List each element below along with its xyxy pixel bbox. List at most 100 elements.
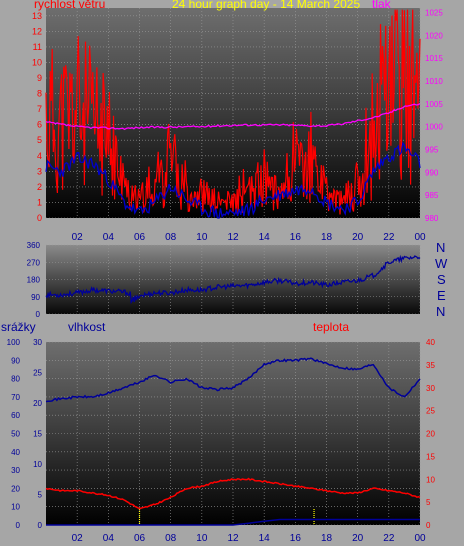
rain-y-tick-label: 10 — [11, 503, 20, 512]
wind-y-tick-label: 3 — [37, 166, 42, 176]
pressure-y-tick-label: 1000 — [425, 123, 443, 132]
wind-y-tick-label: 12 — [32, 26, 42, 36]
temperature-line — [45, 477, 421, 510]
humidity-y-tick-label: 15 — [33, 430, 42, 439]
x-tick-label: 22 — [383, 232, 395, 243]
pressure-y-tick-label: 980 — [425, 214, 439, 223]
pressure-y-tick-label: 1020 — [425, 31, 443, 40]
humidity-y-tick-label: 30 — [33, 338, 42, 347]
direction-y-tick-label: 270 — [27, 258, 41, 267]
wind-y-tick-label: 8 — [37, 89, 42, 99]
temperature-y-tick-label: 5 — [426, 498, 431, 507]
x-tick-label: 20 — [352, 232, 364, 243]
direction-y-tick-label: 90 — [31, 293, 40, 302]
x-tick-label: 04 — [103, 232, 115, 243]
direction-axes: 0 90 180 270 360 — [27, 241, 41, 319]
temperature-y-tick-label: 40 — [426, 338, 435, 347]
x-tick-label: 16 — [290, 232, 302, 243]
humidity-label: vlhkost — [68, 320, 106, 334]
x-tick-label: 04 — [103, 533, 115, 544]
x-tick-label: 12 — [227, 533, 239, 544]
direction-label-n-top: N — [436, 240, 446, 255]
temperature-y-tick-label: 10 — [426, 475, 435, 484]
rain-y-tick-label: 60 — [11, 411, 20, 420]
wind-y-tick-label: 2 — [37, 182, 42, 192]
wind-speed-label: rychlost větru — [34, 0, 106, 11]
rain-label: srážky — [1, 320, 36, 334]
temperature-y-tick-label: 20 — [426, 430, 435, 439]
graph-title: 24 hour graph day - 14 March 2025 — [172, 0, 361, 11]
direction-label-s: S — [437, 272, 446, 287]
x-tick-label: 18 — [321, 232, 333, 243]
x-tick-label: 00 — [414, 232, 426, 243]
wind-y-tick-label: 4 — [37, 151, 42, 161]
direction-grid — [46, 244, 421, 315]
rain-y-tick-label: 80 — [11, 375, 20, 384]
wind-pressure-series — [45, 9, 421, 219]
x-tick-label: 18 — [321, 533, 333, 544]
wind-pressure-axes: 0123456789101112139809859909951000100510… — [32, 9, 443, 243]
temperature-label: teplota — [313, 320, 350, 334]
x-tick-label: 10 — [196, 232, 208, 243]
humidity-y-tick-label: 5 — [38, 491, 43, 500]
wind-y-tick-label: 0 — [37, 213, 42, 223]
temperature-y-tick-label: 25 — [426, 407, 435, 416]
pressure-y-tick-label: 985 — [425, 191, 439, 200]
direction-y-tick-label: 360 — [27, 241, 41, 250]
temperature-y-tick-label: 35 — [426, 361, 435, 370]
pressure-line — [45, 102, 421, 131]
humidity-y-tick-label: 0 — [38, 521, 43, 530]
humidity-temp-axes: 0102030405060708090100051015202530051015… — [7, 338, 436, 544]
wind-y-tick-label: 1 — [37, 197, 42, 207]
humidity-y-tick-label: 20 — [33, 399, 42, 408]
rain-y-tick-label: 100 — [7, 338, 21, 347]
direction-label-e: E — [437, 288, 446, 303]
pressure-label: tlak — [372, 0, 391, 11]
direction-y-tick-label: 180 — [27, 276, 41, 285]
wind-direction-line — [45, 254, 421, 305]
humidity-y-tick-label: 10 — [33, 460, 42, 469]
x-tick-label: 10 — [196, 533, 208, 544]
wind-pressure-panel: 0123456789101112139809859909951000100510… — [32, 8, 443, 243]
wind-y-tick-label: 11 — [33, 42, 42, 52]
direction-label-w: W — [435, 256, 448, 271]
direction-panel: 0 90 180 270 360 — [27, 241, 421, 319]
wind-average-line — [45, 141, 421, 219]
rain-y-tick-label: 0 — [16, 521, 21, 530]
temperature-y-tick-label: 15 — [426, 452, 435, 461]
x-tick-label: 00 — [414, 533, 426, 544]
humidity-y-tick-label: 25 — [33, 369, 42, 378]
x-tick-label: 08 — [165, 533, 177, 544]
rain-y-tick-label: 30 — [11, 466, 20, 475]
x-tick-label: 12 — [227, 232, 239, 243]
pressure-y-tick-label: 1005 — [425, 100, 443, 109]
x-tick-label: 16 — [290, 533, 302, 544]
x-tick-label: 06 — [134, 533, 146, 544]
x-tick-label: 22 — [383, 533, 395, 544]
pressure-y-tick-label: 1025 — [425, 9, 443, 18]
wind-y-tick-label: 10 — [32, 57, 42, 67]
pressure-y-tick-label: 1010 — [425, 77, 443, 86]
rain-y-tick-label: 70 — [11, 393, 20, 402]
wind-y-tick-label: 9 — [37, 73, 42, 83]
rain-y-tick-label: 50 — [11, 430, 20, 439]
rain-y-tick-label: 90 — [11, 356, 20, 365]
direction-series — [45, 254, 421, 305]
wind-y-tick-label: 7 — [37, 104, 42, 114]
x-tick-label: 14 — [259, 533, 271, 544]
x-tick-label: 02 — [72, 533, 84, 544]
temperature-y-tick-label: 0 — [426, 521, 431, 530]
wind-y-tick-label: 13 — [32, 11, 42, 21]
x-tick-label: 08 — [165, 232, 177, 243]
humidity-temp-series — [45, 357, 421, 526]
direction-label-n-bottom: N — [436, 304, 446, 319]
pressure-y-tick-label: 990 — [425, 168, 439, 177]
pressure-y-tick-label: 995 — [425, 146, 439, 155]
x-tick-label: 06 — [134, 232, 146, 243]
pressure-y-tick-label: 1015 — [425, 54, 443, 63]
x-tick-label: 02 — [72, 232, 84, 243]
rain-line — [46, 518, 420, 526]
temperature-y-tick-label: 30 — [426, 384, 435, 393]
